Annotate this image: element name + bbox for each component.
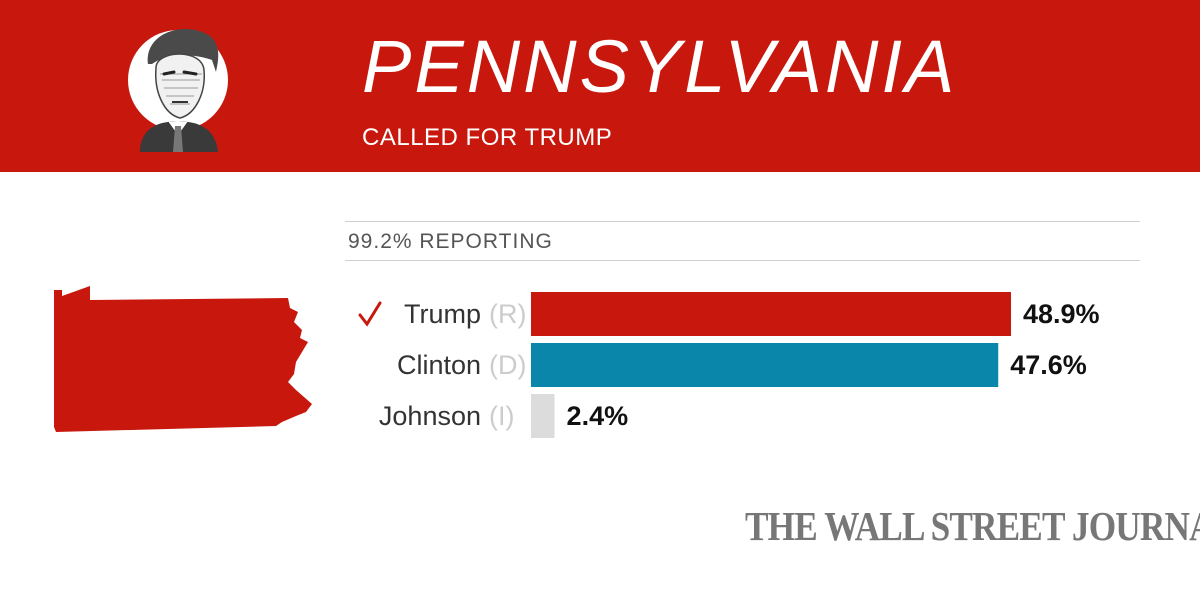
results-bar-chart: Trump (R) 48.9% Clinton (D) 47.6% Johnson (I) 2.… xyxy=(358,292,1100,438)
wsj-logo: THE WALL STREET JOURNAL. xyxy=(745,503,1200,549)
header-banner: PENNSYLVANIA CALLED FOR TRUMP xyxy=(0,0,1200,172)
winner-check-icon xyxy=(358,301,382,327)
candidate-name-johnson: Johnson xyxy=(379,401,481,431)
pennsylvania-map-icon xyxy=(54,286,312,432)
bottom-divider xyxy=(345,260,1140,261)
result-label-johnson: 2.4% xyxy=(567,401,629,431)
result-label-clinton: 47.6% xyxy=(1010,350,1087,380)
result-bar-trump xyxy=(531,292,1011,336)
candidate-party-johnson: (I) xyxy=(489,401,514,431)
candidate-portrait-icon xyxy=(128,28,228,152)
candidate-party-clinton: (D) xyxy=(489,350,526,380)
candidate-party-trump: (R) xyxy=(489,299,526,329)
result-label-trump: 48.9% xyxy=(1023,299,1100,329)
candidate-name-trump: Trump xyxy=(404,299,481,329)
call-status: CALLED FOR TRUMP xyxy=(362,124,613,151)
candidate-name-clinton: Clinton xyxy=(397,350,481,380)
result-bar-clinton xyxy=(531,343,999,387)
top-divider xyxy=(345,221,1140,222)
result-bar-johnson xyxy=(531,394,555,438)
state-title: PENNSYLVANIA xyxy=(362,25,958,108)
reporting-status: 99.2% REPORTING xyxy=(348,230,553,253)
